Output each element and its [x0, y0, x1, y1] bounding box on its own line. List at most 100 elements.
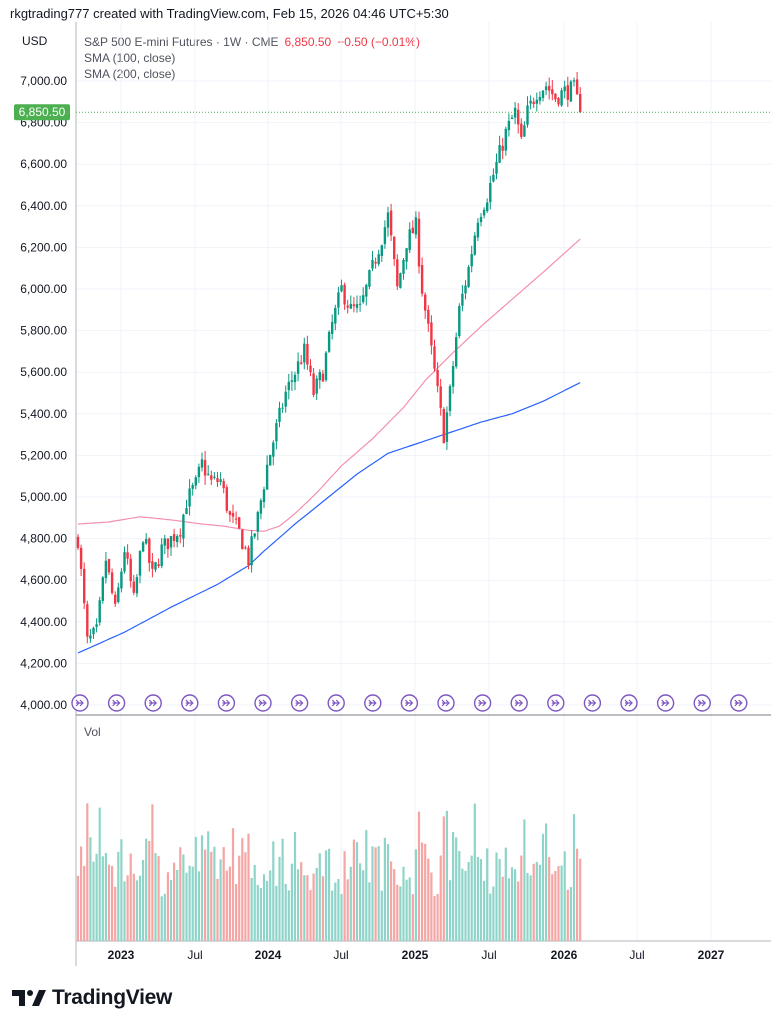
volume-bar — [213, 846, 216, 941]
price-axis: 4,000.00 4,200.00 4,400.00 4,600.00 4,800.00… — [20, 22, 771, 966]
candle-body — [399, 273, 402, 288]
candle-body — [365, 284, 368, 297]
symbol-title: S&P 500 E-mini Futures · 1W · CME — [84, 35, 279, 49]
volume-bar — [368, 882, 371, 941]
candle-body — [76, 536, 80, 548]
event-marker-arrow — [478, 699, 487, 707]
candle-body — [405, 248, 408, 262]
sma200-path — [77, 382, 581, 654]
candle-body — [482, 209, 486, 216]
event-marker-icon[interactable] — [71, 694, 89, 712]
volume-bar — [228, 866, 231, 941]
candle-body — [451, 366, 455, 387]
price-chart[interactable]: 4,000.00 4,200.00 4,400.00 4,600.00 4,800.00… — [0, 0, 781, 980]
event-markers — [71, 694, 748, 712]
candle-body — [284, 391, 287, 407]
symbol-row[interactable]: S&P 500 E-mini Futures · 1W · CME 6,850.… — [84, 34, 420, 50]
candle-body — [334, 307, 337, 324]
volume-bar — [306, 875, 309, 941]
event-marker-icon[interactable] — [547, 694, 565, 712]
event-marker-arrow — [221, 699, 231, 707]
candle-body — [79, 547, 83, 569]
candle-body — [529, 100, 532, 104]
candle-body — [238, 517, 241, 529]
candle-body — [179, 534, 182, 537]
event-marker-icon[interactable] — [364, 694, 382, 712]
candle-body — [203, 460, 207, 476]
event-marker-icon[interactable] — [107, 694, 126, 712]
currency-label[interactable]: USD — [22, 34, 48, 48]
event-marker-arrow — [697, 699, 707, 707]
volume-bar — [421, 842, 424, 941]
candle-body — [579, 93, 582, 113]
volume-bar — [371, 846, 374, 941]
sma200-legend[interactable]: SMA (200, close) — [84, 66, 420, 82]
event-marker-icon[interactable] — [290, 694, 309, 712]
event-marker-icon[interactable] — [327, 694, 345, 712]
candle-body — [278, 407, 281, 422]
candle-body — [287, 381, 290, 391]
volume-bar — [163, 893, 166, 941]
candle-body — [541, 90, 545, 98]
event-marker-icon[interactable] — [510, 694, 528, 712]
volume-bar — [529, 875, 532, 941]
price-tick-label: 5,200.00 — [20, 448, 67, 462]
candle-body — [520, 123, 523, 137]
candle-body — [526, 105, 529, 125]
event-marker-icon[interactable] — [437, 694, 455, 712]
time-tick-label: 2026 — [551, 948, 578, 962]
candle-body — [470, 253, 473, 267]
volume-bar — [126, 875, 129, 941]
event-marker-arrow — [75, 699, 84, 707]
candle-body — [327, 331, 331, 352]
volume-bar — [566, 889, 569, 941]
volume-bar — [467, 861, 470, 941]
event-marker-arrow — [587, 699, 597, 707]
volume-bar — [182, 854, 185, 941]
volume-bar — [545, 823, 548, 941]
volume-bar — [439, 855, 442, 941]
volume-bar — [238, 855, 241, 941]
candle-body — [337, 292, 340, 308]
candle-body — [135, 577, 139, 594]
event-marker-icon[interactable] — [473, 694, 492, 712]
event-marker-icon[interactable] — [693, 694, 711, 712]
event-marker-icon[interactable] — [583, 694, 602, 712]
event-marker-icon[interactable] — [217, 694, 236, 712]
volume-bar — [207, 831, 210, 941]
event-marker-icon[interactable] — [254, 694, 272, 712]
tradingview-logo-icon — [12, 990, 46, 1006]
volume-bar — [359, 863, 362, 941]
volume-bar — [411, 894, 414, 941]
volume-bar — [538, 864, 541, 941]
candle-body — [362, 295, 365, 303]
candle-body — [98, 600, 101, 623]
volume-bar — [86, 803, 89, 941]
volume-bar — [315, 867, 318, 941]
sma100-legend[interactable]: SMA (100, close) — [84, 50, 420, 66]
candle-body — [259, 500, 263, 514]
candle-body — [253, 533, 256, 537]
volume-bar — [402, 866, 405, 941]
event-marker-icon[interactable] — [620, 694, 638, 712]
event-marker-arrow — [368, 699, 377, 707]
volume-bar — [219, 859, 222, 941]
candle-body — [554, 93, 557, 100]
candle-body — [315, 378, 318, 394]
candle-body — [151, 561, 154, 569]
candle-body — [510, 117, 514, 120]
candle-body — [104, 560, 108, 579]
candle-body — [424, 294, 427, 311]
candle-body — [411, 227, 414, 234]
event-marker-icon[interactable] — [656, 694, 675, 712]
event-marker-icon[interactable] — [181, 694, 199, 712]
volume-bar — [436, 893, 439, 941]
volume-bar — [95, 853, 98, 941]
candle-body — [262, 489, 266, 503]
event-marker-icon[interactable] — [400, 694, 419, 712]
tradingview-logo[interactable]: TradingView — [12, 986, 172, 1010]
candle-body — [352, 304, 356, 307]
price-tick-label: 4,400.00 — [20, 615, 67, 629]
event-marker-icon[interactable] — [730, 694, 748, 712]
event-marker-icon[interactable] — [144, 694, 162, 712]
